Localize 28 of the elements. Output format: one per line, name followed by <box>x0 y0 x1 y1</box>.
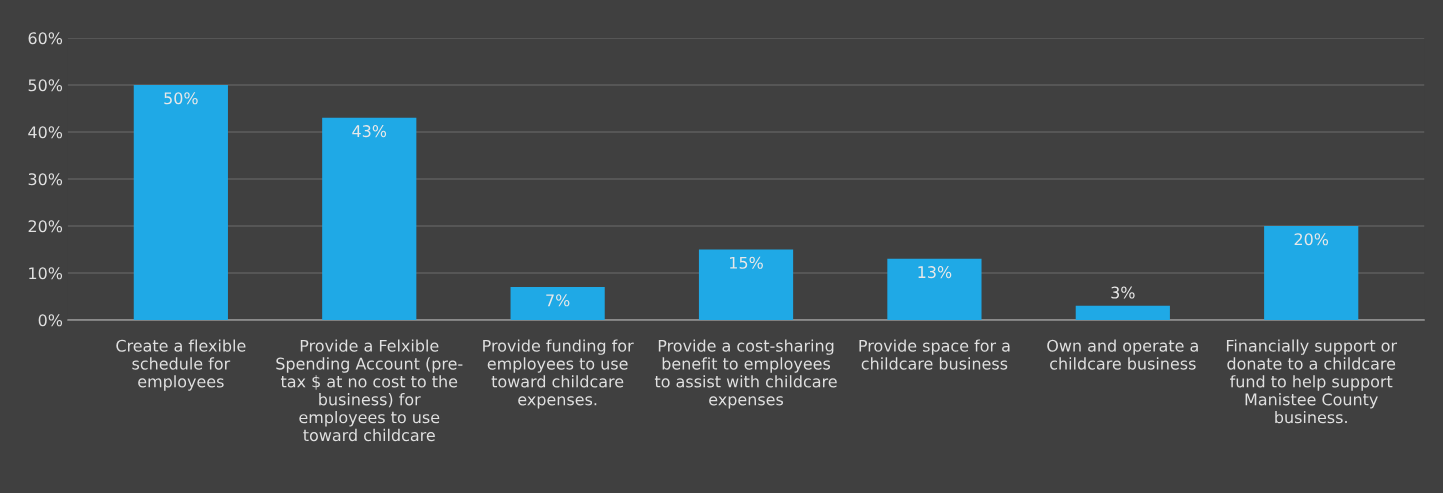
x-tick-label: Own and operate a childcare business <box>1047 339 1198 370</box>
data-label: 3% <box>1111 286 1135 299</box>
data-label: 7% <box>546 294 570 307</box>
bar <box>322 117 417 320</box>
x-tick-label: Provide a cost-sharing benefit to employees to assist with childcare expenses <box>654 339 837 409</box>
y-tick-label: 10% <box>29 267 63 280</box>
bar <box>133 84 228 320</box>
x-tick-label: Financially support or donate to a childcare fund to help support Manistee County business. <box>1226 339 1398 424</box>
data-label: 43% <box>352 125 387 138</box>
y-tick-label: 60% <box>28 32 63 45</box>
x-tick-label: Provide a Felxible Spending Account (pre- tax $ at no cost to the business) for employees to use toward childcare <box>276 339 463 442</box>
y-tick-label: 40% <box>28 126 63 139</box>
y-tick-label: 30% <box>28 173 63 186</box>
y-tick-label: 0% <box>38 314 63 327</box>
bar <box>1264 225 1359 320</box>
y-tick-label: 50% <box>28 79 63 92</box>
bar <box>887 258 982 320</box>
data-label: 13% <box>918 266 952 279</box>
y-tick-label: 20% <box>28 220 63 233</box>
bar <box>698 249 794 320</box>
data-label: 50% <box>164 92 198 105</box>
bar <box>1075 305 1170 320</box>
x-tick-label: Provide funding for employees to use toward childcare expenses. <box>483 339 634 409</box>
x-tick-label: Provide space for a childcare business <box>859 339 1010 370</box>
data-label: 15% <box>730 256 763 269</box>
data-label: 20% <box>1294 233 1329 246</box>
x-tick-label: Create a flexible schedule for employees <box>116 339 246 391</box>
bar <box>510 287 605 320</box>
